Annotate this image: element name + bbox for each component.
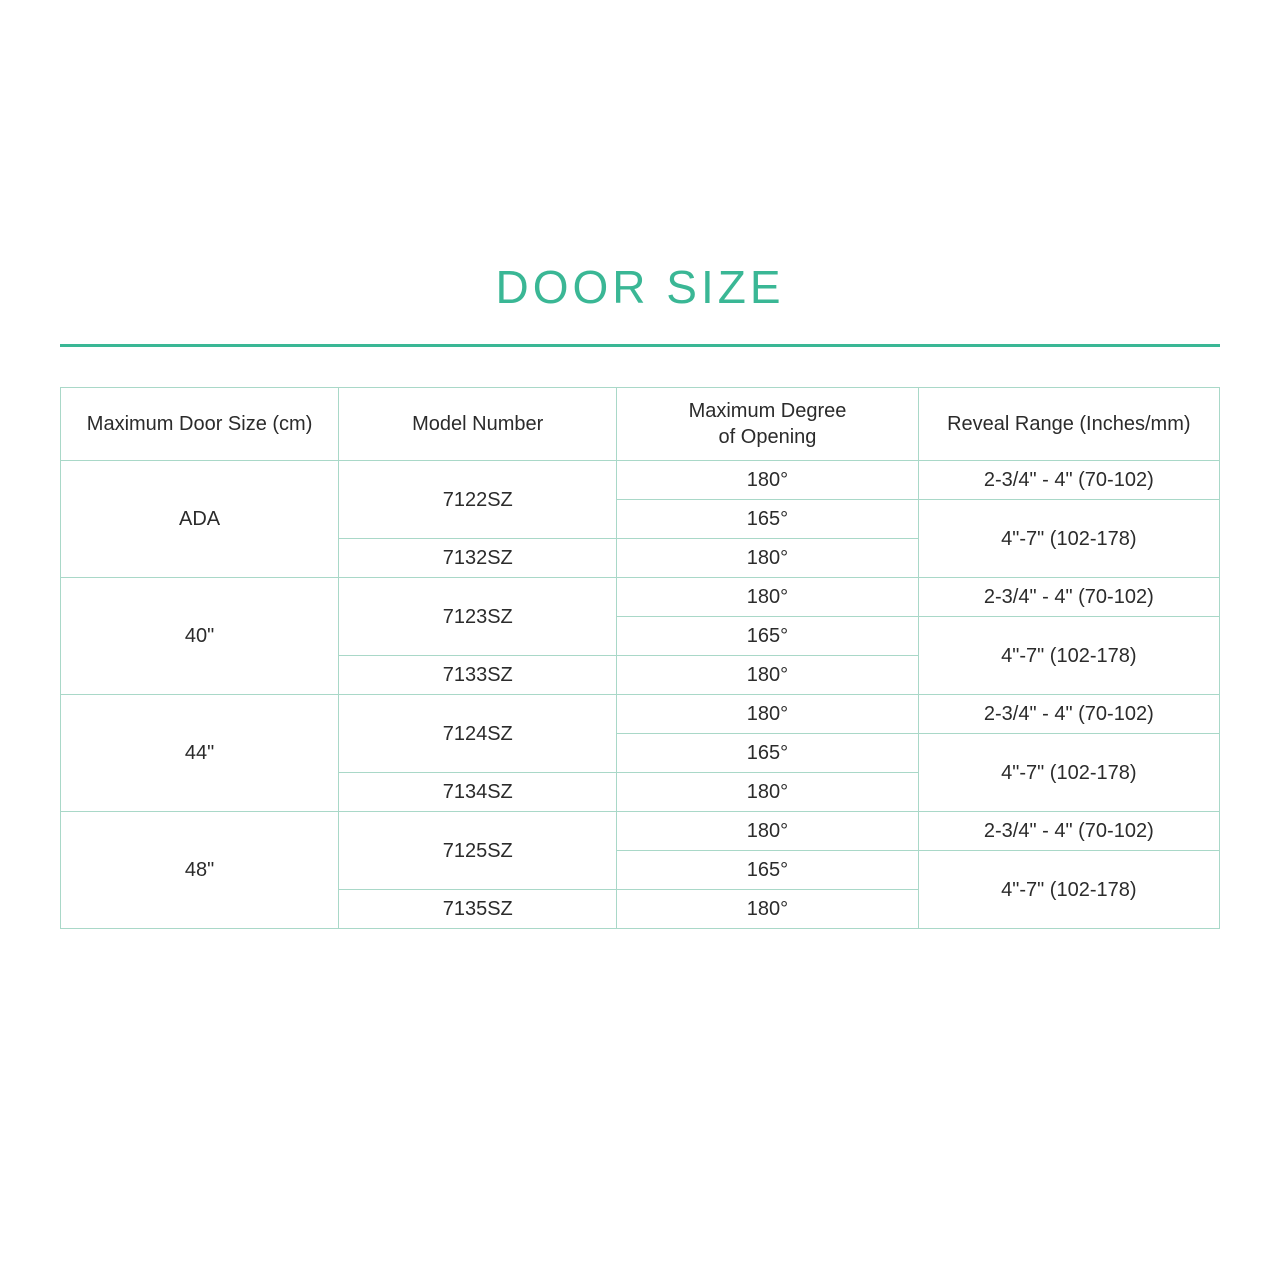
cell-reveal: 4"-7" (102-178)	[918, 617, 1219, 695]
cell-degree: 165°	[617, 851, 918, 890]
table-row: 48"7125SZ180°2-3/4" - 4" (70-102)	[61, 812, 1220, 851]
col-header-degree-line1: Maximum Degree	[689, 400, 847, 422]
cell-degree: 165°	[617, 734, 918, 773]
table-row: 40"7123SZ180°2-3/4" - 4" (70-102)	[61, 578, 1220, 617]
table-row: ADA7122SZ180°2-3/4" - 4" (70-102)	[61, 461, 1220, 500]
table-body: ADA7122SZ180°2-3/4" - 4" (70-102)165°4"-…	[61, 461, 1220, 929]
cell-reveal: 2-3/4" - 4" (70-102)	[918, 695, 1219, 734]
cell-degree: 165°	[617, 617, 918, 656]
table-header-row: Maximum Door Size (cm) Model Number Maxi…	[61, 388, 1220, 461]
cell-model: 7135SZ	[339, 890, 617, 929]
cell-size: 48"	[61, 812, 339, 929]
cell-degree: 180°	[617, 695, 918, 734]
cell-reveal: 2-3/4" - 4" (70-102)	[918, 461, 1219, 500]
horizontal-rule	[60, 344, 1220, 347]
col-header-model: Model Number	[339, 388, 617, 461]
cell-degree: 180°	[617, 656, 918, 695]
cell-reveal: 4"-7" (102-178)	[918, 734, 1219, 812]
door-size-table: Maximum Door Size (cm) Model Number Maxi…	[60, 387, 1220, 929]
cell-degree: 180°	[617, 812, 918, 851]
cell-degree: 180°	[617, 578, 918, 617]
col-header-size: Maximum Door Size (cm)	[61, 388, 339, 461]
cell-reveal: 2-3/4" - 4" (70-102)	[918, 578, 1219, 617]
cell-model: 7123SZ	[339, 578, 617, 656]
col-header-degree: Maximum Degree of Opening	[617, 388, 918, 461]
cell-degree: 180°	[617, 773, 918, 812]
cell-size: 40"	[61, 578, 339, 695]
cell-degree: 180°	[617, 461, 918, 500]
cell-degree: 165°	[617, 500, 918, 539]
page-title: DOOR SIZE	[0, 260, 1280, 314]
table-head: Maximum Door Size (cm) Model Number Maxi…	[61, 388, 1220, 461]
cell-reveal: 2-3/4" - 4" (70-102)	[918, 812, 1219, 851]
cell-reveal: 4"-7" (102-178)	[918, 851, 1219, 929]
cell-model: 7124SZ	[339, 695, 617, 773]
col-header-reveal: Reveal Range (Inches/mm)	[918, 388, 1219, 461]
cell-model: 7125SZ	[339, 812, 617, 890]
cell-model: 7132SZ	[339, 539, 617, 578]
cell-degree: 180°	[617, 539, 918, 578]
page: DOOR SIZE Maximum Door Size (cm) Model N…	[0, 0, 1280, 1280]
cell-model: 7122SZ	[339, 461, 617, 539]
cell-model: 7133SZ	[339, 656, 617, 695]
table-row: 44"7124SZ180°2-3/4" - 4" (70-102)	[61, 695, 1220, 734]
col-header-degree-line2: of Opening	[719, 426, 817, 448]
cell-size: 44"	[61, 695, 339, 812]
cell-size: ADA	[61, 461, 339, 578]
cell-model: 7134SZ	[339, 773, 617, 812]
cell-degree: 180°	[617, 890, 918, 929]
cell-reveal: 4"-7" (102-178)	[918, 500, 1219, 578]
